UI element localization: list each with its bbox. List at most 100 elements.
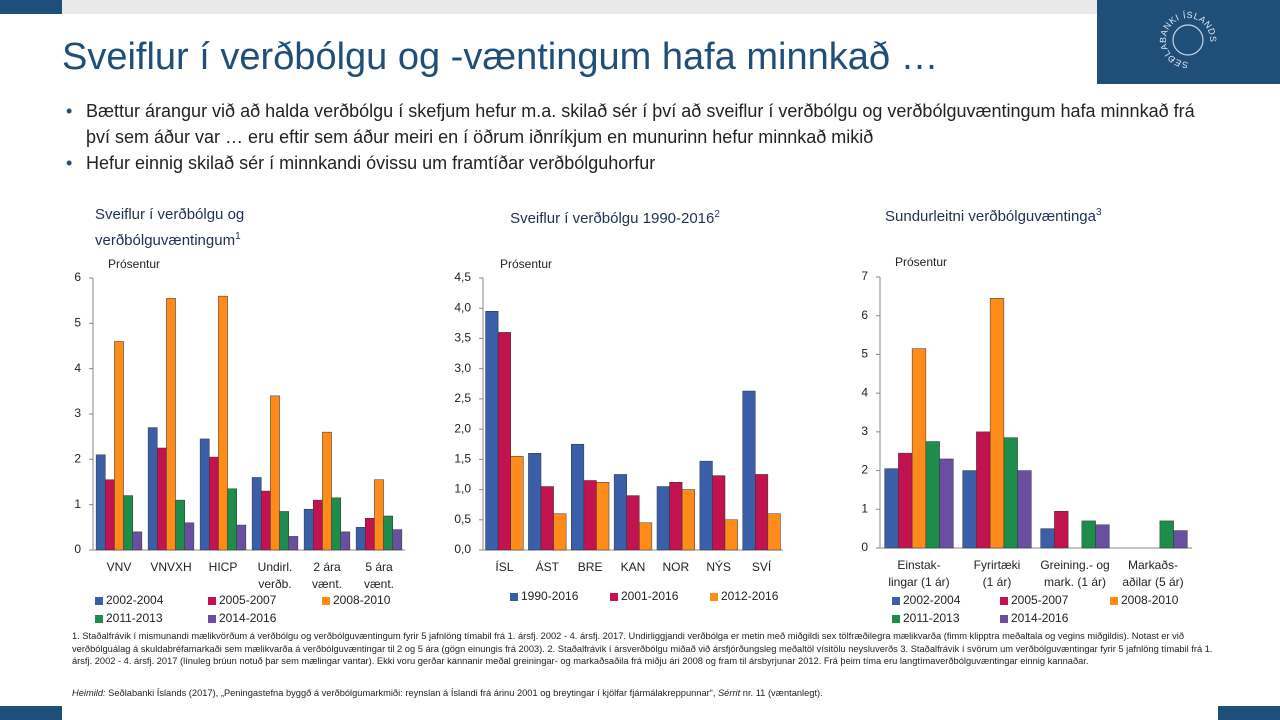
- logo: SEÐLABANKI ÍSLANDS: [1097, 0, 1280, 84]
- x-tick-label: VNVXH: [150, 560, 191, 574]
- bar: [95, 454, 106, 551]
- bar: [1095, 524, 1110, 549]
- source-series: Sérrit: [717, 688, 741, 698]
- bullet: Hefur einnig skilað sér í minnkandi óvis…: [66, 150, 1196, 176]
- bar: [699, 460, 713, 551]
- y-tick-label: 0: [861, 540, 868, 554]
- y-tick-label: 3: [861, 424, 868, 438]
- footnote-ref: 1: [235, 231, 241, 242]
- y-tick-label: 1,0: [454, 482, 471, 496]
- bar: [613, 474, 627, 551]
- legend-swatch: [95, 615, 103, 623]
- logo-box: [1097, 0, 1280, 84]
- bar: [1054, 510, 1069, 549]
- legend-label: 2014-2016: [219, 611, 277, 625]
- bar: [261, 490, 271, 551]
- bar: [742, 390, 756, 551]
- slide-title: Sveiflur í verðbólgu og -væntingum hafa …: [62, 36, 939, 78]
- legend-label: 2002-2004: [106, 593, 164, 607]
- x-tick-label: SVÍ: [752, 559, 772, 574]
- bar: [1003, 437, 1018, 549]
- bar: [925, 441, 940, 549]
- chart-title-text: Sveiflur í verðbólgu og verðbólguvænting…: [95, 206, 245, 249]
- bar: [1173, 530, 1188, 549]
- x-tick-label: ÍSL: [495, 559, 513, 574]
- bar: [184, 522, 195, 551]
- chart-title-text: Sundurleitni verðbólguvæntinga: [885, 208, 1096, 225]
- x-tick-label: NOR: [663, 560, 690, 574]
- y-tick-label: 0: [74, 542, 81, 556]
- y-tick-label: 4: [74, 361, 81, 375]
- x-tick-label: mark. (1 ár): [1044, 575, 1106, 589]
- bar: [962, 470, 977, 549]
- x-tick-label: VNV: [107, 560, 132, 574]
- x-tick-label: NÝS: [706, 559, 731, 574]
- legend-label: 2008-2010: [333, 593, 391, 607]
- x-tick-label: 5 ára: [365, 560, 393, 574]
- footnote: 1. Staðalfrávik í mismunandi mælikvörðum…: [72, 631, 1213, 667]
- chart-title-text: Sveiflur í verðbólgu 1990-2016: [510, 210, 715, 227]
- y-tick-label: 3,5: [454, 331, 471, 345]
- bar: [279, 511, 289, 551]
- bullet: Bættur árangur við að halda verðbólgu í …: [66, 98, 1196, 150]
- legend-swatch: [1000, 615, 1008, 623]
- y-tick-label: 1: [861, 501, 868, 515]
- footnote-ref: 2: [714, 209, 720, 220]
- bar: [497, 332, 511, 551]
- bar: [1017, 470, 1032, 549]
- bar: [199, 438, 210, 551]
- bar: [884, 468, 899, 549]
- bar: [123, 495, 133, 551]
- source-end: nr. 11 (væntanlegt).: [740, 688, 823, 698]
- y-tick-label: 6: [861, 308, 868, 322]
- x-tick-label: Markaðs-: [1128, 558, 1178, 572]
- bar: [157, 447, 167, 551]
- bar: [313, 499, 323, 551]
- y-tick-label: 6: [74, 270, 81, 284]
- bar: [251, 477, 262, 551]
- x-tick-label: Fyrirtæki: [974, 558, 1021, 572]
- bar: [571, 443, 585, 551]
- y-tick-label: 3,0: [454, 361, 471, 375]
- corner-bar: [1218, 706, 1280, 720]
- bar: [392, 529, 403, 551]
- bar: [218, 295, 228, 551]
- chart-title: Sundurleitni verðbólguvæntinga3: [885, 202, 1165, 228]
- bar: [166, 298, 176, 551]
- footnote-ref: 3: [1095, 207, 1102, 218]
- bar: [528, 453, 542, 551]
- legend-swatch: [710, 593, 718, 601]
- bar: [331, 497, 341, 551]
- bar: [898, 452, 913, 549]
- bar: [596, 482, 610, 551]
- y-tick-label: 5: [74, 316, 81, 330]
- y-tick-label: 7: [861, 269, 868, 283]
- bar: [553, 513, 567, 551]
- x-tick-label: vænt.: [364, 577, 394, 591]
- legend-label: 2012-2016: [721, 589, 779, 603]
- bar: [227, 488, 237, 551]
- bar: [755, 474, 769, 551]
- x-tick-label: (1 ár): [983, 575, 1012, 589]
- bar: [1040, 528, 1055, 549]
- x-tick-label: vænt.: [312, 577, 342, 591]
- bar: [105, 479, 115, 551]
- bar: [976, 431, 991, 549]
- bar: [911, 348, 927, 549]
- y-tick-label: 1: [74, 497, 81, 511]
- y-tick-label: 1,5: [454, 452, 471, 466]
- x-tick-label: lingar (1 ár): [888, 575, 949, 589]
- corner-bar: [0, 706, 62, 720]
- legend-swatch: [1110, 597, 1118, 605]
- bar: [114, 341, 124, 551]
- bar: [681, 489, 695, 551]
- legend-swatch: [892, 597, 900, 605]
- x-tick-label: verðb.: [258, 577, 291, 591]
- legend-swatch: [892, 615, 900, 623]
- legend-label: 2005-2007: [1011, 593, 1069, 607]
- bar: [209, 456, 219, 551]
- y-tick-label: 4: [861, 385, 868, 399]
- y-tick-label: 0,0: [454, 542, 471, 556]
- bar: [355, 527, 366, 551]
